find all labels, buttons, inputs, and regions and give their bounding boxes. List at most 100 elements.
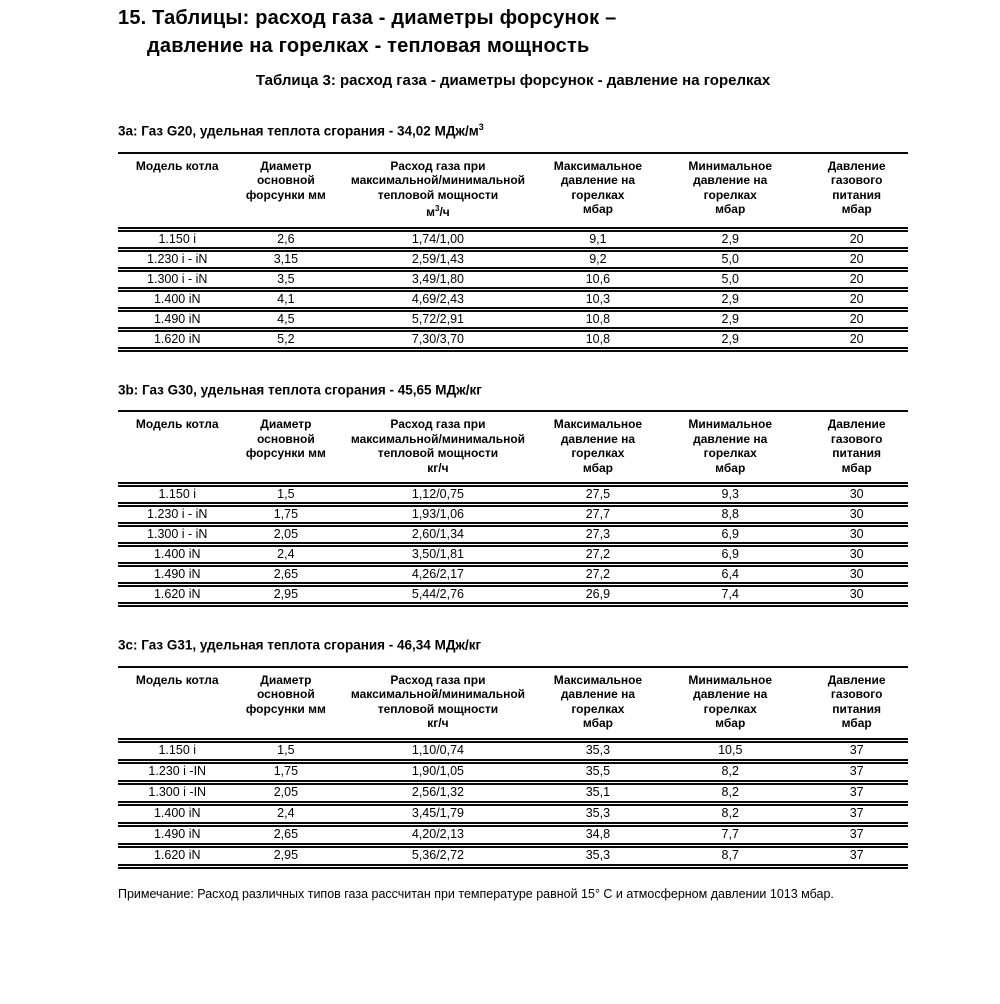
column-header: Максимальное давление на горелках мбар (540, 411, 656, 487)
table-row: 1.490 iN 2,65 4,20/2,13 34,8 7,7 37 (118, 824, 908, 848)
table-cell: 35,3 (540, 740, 656, 764)
table-cell: 35,3 (540, 845, 656, 869)
table3-subtitle: Таблица 3: расход газа - диаметры форсун… (255, 72, 771, 89)
table-cell: 20 (805, 329, 908, 352)
tables-area: 3а: Газ G20, удельная теплота сгорания -… (118, 122, 908, 902)
table-cell: 1.230 i -IN (118, 761, 237, 785)
table-row: 1.400 iN 4,1 4,69/2,43 10,3 2,9 20 (118, 289, 908, 312)
table-caption: 3c: Газ G31, удельная теплота сгорания -… (118, 636, 908, 653)
unit-line: м3/ч (426, 204, 450, 219)
table-3a-section: 3а: Газ G20, удельная теплота сгорания -… (118, 122, 908, 352)
header-line: газового (830, 431, 883, 446)
table-cell: 8,2 (655, 761, 806, 785)
header-line: Расход газа при (390, 417, 486, 431)
table-row: 1.490 iN 4,5 5,72/2,91 10,8 2,9 20 (118, 309, 908, 332)
page-title: 15. Таблицы: расход газа - диаметры форс… (118, 4, 908, 60)
footnote: Примечание: Расход различных типов газа … (118, 886, 834, 901)
table-cell: 2,9 (655, 229, 806, 252)
header-line: давление на (693, 431, 768, 446)
header-line: максимальной/минимальной (350, 173, 526, 187)
table-cell: 1,93/1,06 (335, 504, 541, 527)
header-line: питания (832, 701, 882, 716)
table-cell: 37 (805, 845, 908, 869)
table-cell: 1.620 iN (118, 584, 237, 607)
table-cell: 10,8 (540, 329, 656, 352)
header-row: Модель котла Диаметр основной форсунки мм Ра… (118, 411, 908, 487)
column-header: Модель котла (118, 152, 237, 232)
page-title-line1: 15. Таблицы: расход газа - диаметры форс… (118, 7, 617, 29)
table-3b-section: 3b: Газ G30, удельная теплота сгорания -… (118, 381, 908, 607)
header-line: давление на (560, 173, 636, 187)
table-row: 1.620 iN 5,2 7,30/3,70 10,8 2,9 20 (118, 329, 908, 352)
table-cell: 1.300 i - iN (118, 269, 237, 292)
column-header: Минимальное давление на горелках мбар (655, 666, 806, 743)
table-cell: 8,8 (655, 504, 806, 527)
header-line: мбар (715, 202, 746, 216)
column-header: Минимальное давление на горелках мбар (655, 152, 806, 232)
table-row: 1.300 i - iN 3,5 3,49/1,80 10,6 5,0 20 (118, 269, 908, 292)
table-cell: 37 (805, 782, 908, 806)
header-line: Расход газа при (390, 672, 486, 687)
table-cell: 1,74/1,00 (335, 229, 541, 252)
table-cell: 1.490 iN (118, 309, 237, 332)
table-cell: 27,3 (540, 524, 656, 547)
table-cell: 1.490 iN (118, 824, 237, 848)
table-cell: 2,4 (236, 803, 336, 827)
header-line: Расход газа при (390, 158, 486, 173)
header-line: горелках (703, 446, 757, 460)
table-cell: 34,8 (540, 824, 656, 848)
table-cell: 9,2 (540, 249, 656, 272)
table-cell: 10,8 (540, 309, 656, 332)
table-caption-text: 3b: Газ G30, удельная теплота сгорания -… (118, 382, 482, 397)
table-cell: 30 (805, 544, 908, 567)
table-row: 1.400 iN 2,4 3,45/1,79 35,3 8,2 37 (118, 803, 908, 827)
table-cell: 30 (805, 524, 908, 547)
table-row: 1.300 i -IN 2,05 2,56/1,32 35,1 8,2 37 (118, 782, 908, 806)
table-cell: 1,75 (236, 504, 336, 527)
table-cell: 35,3 (540, 803, 656, 827)
table-caption-text: 3а: Газ G20, удельная теплота сгорания -… (118, 123, 479, 139)
header-line: Минимальное (688, 417, 773, 431)
gas-consumption-table: Модель котла Диаметр основной форсунки мм Ра… (118, 410, 908, 607)
document-page: 15. Таблицы: расход газа - диаметры форс… (0, 4, 1000, 1004)
table-cell: 2,65 (236, 564, 336, 587)
table-cell: 1.230 i - iN (118, 504, 237, 527)
table-cell: 1,12/0,75 (335, 484, 541, 507)
header-line: горелках (703, 701, 757, 716)
header-line: газового (830, 173, 883, 187)
column-header: Расход газа при максимальной/минимальной т… (335, 411, 541, 487)
column-header: Модель котла (118, 666, 237, 743)
table-cell: 4,69/2,43 (335, 289, 541, 312)
unit-line: кг/ч (427, 716, 449, 730)
table-cell: 35,1 (540, 782, 656, 806)
table-cell: 30 (805, 504, 908, 527)
column-header: Диаметр основной форсунки мм (236, 666, 336, 743)
column-header: Давление газового питания мбар (805, 666, 908, 743)
header-line: Минимальное (688, 672, 773, 687)
table-row: 1.300 i - iN 2,05 2,60/1,34 27,3 6,9 30 (118, 524, 908, 547)
table-cell: 2,95 (236, 845, 336, 869)
table-row: 1.150 i 1,5 1,12/0,75 27,5 9,3 30 (118, 484, 908, 507)
table-cell: 2,4 (236, 544, 336, 567)
header-line: питания (832, 446, 882, 460)
column-header: Максимальное давление на горелках мбар (540, 152, 656, 232)
table-cell: 1.400 iN (118, 803, 237, 827)
header-line: горелках (703, 187, 757, 202)
header-line: давление на (560, 687, 636, 701)
header-line: тепловой мощности (377, 187, 499, 202)
table-3c-section: 3c: Газ G31, удельная теплота сгорания -… (118, 636, 908, 869)
column-header: Давление газового питания мбар (805, 152, 908, 232)
header-line: Давление (827, 417, 886, 431)
table-cell: 1.300 i -IN (118, 782, 237, 806)
gas-consumption-table: Модель котла Диаметр основной форсунки мм Ра… (118, 665, 908, 869)
table-cell: 1.300 i - iN (118, 524, 237, 547)
table-cell: 27,7 (540, 504, 656, 527)
table-cell: 37 (805, 740, 908, 764)
header-line: горелках (571, 446, 625, 460)
table-cell: 37 (805, 803, 908, 827)
table-row: 1.490 iN 2,65 4,26/2,17 27,2 6,4 30 (118, 564, 908, 587)
header-line: основной (256, 687, 315, 701)
table-cell: 6,4 (655, 564, 806, 587)
table-cell: 2,05 (236, 524, 336, 547)
table-cell: 20 (805, 309, 908, 332)
